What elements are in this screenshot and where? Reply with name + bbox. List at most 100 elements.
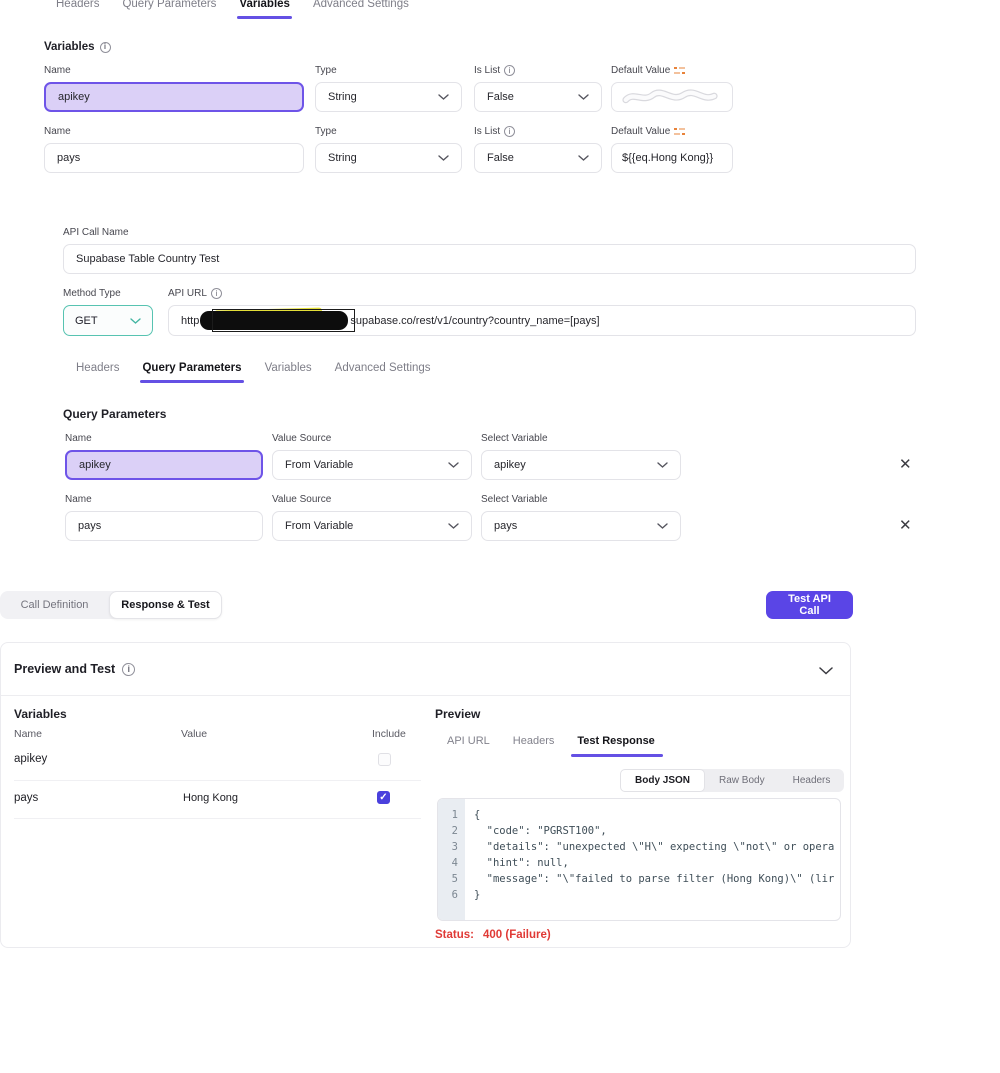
chevron-down-icon: [448, 462, 459, 468]
include-checkbox[interactable]: [378, 753, 391, 766]
type-select-value: String: [328, 91, 357, 103]
api-url-input[interactable]: http supabase.co/rest/v1/country?country_…: [168, 305, 916, 336]
col-header-name: Name: [14, 728, 43, 740]
redaction-scribble: [622, 89, 718, 104]
api-call-name-label: API Call Name: [63, 227, 129, 238]
url-redaction: [200, 307, 356, 332]
variable-type-group: Type String: [315, 65, 462, 112]
call-definition-tab[interactable]: Call Definition: [20, 599, 89, 611]
outer-tab-variables[interactable]: Variables: [237, 0, 292, 19]
method-type-select[interactable]: GET: [63, 305, 153, 336]
info-icon[interactable]: i: [504, 65, 516, 76]
value-source-group: Value Source From Variable: [272, 433, 472, 480]
select-variable-select[interactable]: pays: [481, 511, 681, 541]
outer-tab-advanced-settings[interactable]: Advanced Settings: [312, 0, 409, 10]
api-url-prefix: http: [181, 314, 200, 327]
query-param-row: Name pays: [65, 494, 263, 541]
chevron-down-icon: [657, 462, 668, 468]
api-url-suffix: supabase.co/rest/v1/country?country_name…: [350, 314, 600, 327]
select-variable-select[interactable]: apikey: [481, 450, 681, 480]
response-code-block[interactable]: 1 2 3 4 5 6 { "code": "PGRST100", "detai…: [437, 798, 841, 921]
preview-tab-test-response[interactable]: Test Response: [571, 735, 664, 757]
value-source-value: From Variable: [285, 520, 354, 532]
value-source-group: Value Source From Variable: [272, 494, 472, 541]
chevron-down-icon: [438, 94, 449, 100]
select-variable-group: Select Variable apikey: [481, 433, 681, 480]
query-param-row: Name apikey: [65, 433, 263, 480]
chevron-down-icon: [438, 155, 449, 161]
is-list-select[interactable]: False: [474, 82, 602, 112]
chevron-down-icon: [578, 155, 589, 161]
query-parameters-title: Query Parameters: [63, 407, 167, 421]
inner-tab-variables[interactable]: Variables: [264, 362, 312, 374]
value-source-label: Value Source: [272, 494, 332, 505]
info-icon[interactable]: i: [99, 41, 111, 53]
method-type-value: GET: [75, 314, 98, 327]
default-value-label: Default Value: [611, 126, 733, 137]
response-test-tab[interactable]: Response & Test: [109, 591, 222, 619]
response-json: { "code": "PGRST100", "details": "unexpe…: [474, 809, 835, 901]
inner-tab-bar: Headers Query Parameters Variables Advan…: [76, 362, 431, 383]
outer-tab-query-parameters[interactable]: Query Parameters: [122, 0, 217, 10]
toggle-body-json[interactable]: Body JSON: [620, 769, 706, 792]
info-icon[interactable]: i: [504, 126, 516, 137]
variable-row-name: pays: [14, 792, 39, 804]
default-value-input[interactable]: ${{eq.Hong Kong}}: [611, 143, 733, 173]
preview-tab-headers[interactable]: Headers: [512, 735, 555, 747]
method-type-label: Method Type: [63, 288, 121, 299]
variable-row: Name pays: [44, 126, 304, 173]
value-source-select[interactable]: From Variable: [272, 450, 472, 480]
type-select[interactable]: String: [315, 82, 462, 112]
query-param-name-input[interactable]: pays: [65, 511, 263, 541]
line-number-gutter: 1 2 3 4 5 6: [438, 799, 465, 920]
inner-tab-query-parameters[interactable]: Query Parameters: [140, 362, 244, 383]
is-list-select[interactable]: False: [474, 143, 602, 173]
include-checkbox[interactable]: [377, 791, 390, 804]
black-redaction-blob: [200, 311, 349, 330]
toggle-raw-body[interactable]: Raw Body: [719, 775, 765, 786]
type-select-value: String: [328, 152, 357, 164]
chevron-down-icon: [578, 94, 589, 100]
select-variable-label: Select Variable: [481, 433, 548, 444]
type-label: Type: [315, 65, 337, 76]
info-icon[interactable]: i: [122, 662, 136, 676]
preview-tab-bar: API URL Headers Test Response: [447, 735, 664, 757]
variables-section-title: Variables i: [44, 41, 111, 53]
collapse-chevron-icon[interactable]: [819, 667, 833, 675]
preview-and-test-card: Preview and Test i Variables Name Value …: [0, 642, 851, 948]
remove-row-icon[interactable]: ✕: [899, 456, 912, 473]
status-value: 400 (Failure): [482, 929, 551, 941]
method-type-group: Method Type GET: [63, 288, 153, 336]
value-source-select[interactable]: From Variable: [272, 511, 472, 541]
outer-tab-headers[interactable]: Headers: [56, 0, 100, 10]
variable-name-input[interactable]: apikey: [44, 82, 304, 112]
inner-tab-headers[interactable]: Headers: [76, 362, 120, 374]
is-list-select-value: False: [487, 91, 514, 103]
preview-tab-api-url[interactable]: API URL: [447, 735, 490, 747]
api-url-group: API URL i http supabase.co/rest/v1/country…: [168, 288, 916, 336]
remove-row-icon[interactable]: ✕: [899, 517, 912, 534]
select-variable-label: Select Variable: [481, 494, 548, 505]
response-status: Status: 400 (Failure): [435, 929, 551, 941]
view-switch: Call Definition Response & Test: [0, 591, 222, 619]
type-select[interactable]: String: [315, 143, 462, 173]
variables-section-title-text: Variables: [44, 41, 95, 53]
outer-tab-bar: Headers Query Parameters Variables Advan…: [56, 0, 409, 19]
toggle-headers[interactable]: Headers: [792, 775, 831, 786]
default-value-input[interactable]: [611, 82, 733, 112]
preview-variables-title: Variables: [14, 707, 67, 721]
api-call-name-input[interactable]: Supabase Table Country Test: [63, 244, 916, 274]
divider: [14, 818, 421, 819]
info-icon[interactable]: i: [210, 288, 222, 299]
preview-panel-title: Preview: [435, 707, 481, 721]
variable-default-group: Default Value: [611, 65, 733, 112]
select-variable-value: pays: [494, 520, 518, 532]
name-label: Name: [44, 65, 71, 76]
name-label: Name: [44, 126, 71, 137]
variable-name-input[interactable]: pays: [44, 143, 304, 173]
preview-card-title: Preview and Test i: [14, 662, 136, 676]
query-param-name-input[interactable]: apikey: [65, 450, 263, 480]
dynamic-value-icon: [674, 66, 686, 74]
test-api-call-button[interactable]: Test API Call: [766, 591, 853, 619]
inner-tab-advanced-settings[interactable]: Advanced Settings: [334, 362, 431, 374]
